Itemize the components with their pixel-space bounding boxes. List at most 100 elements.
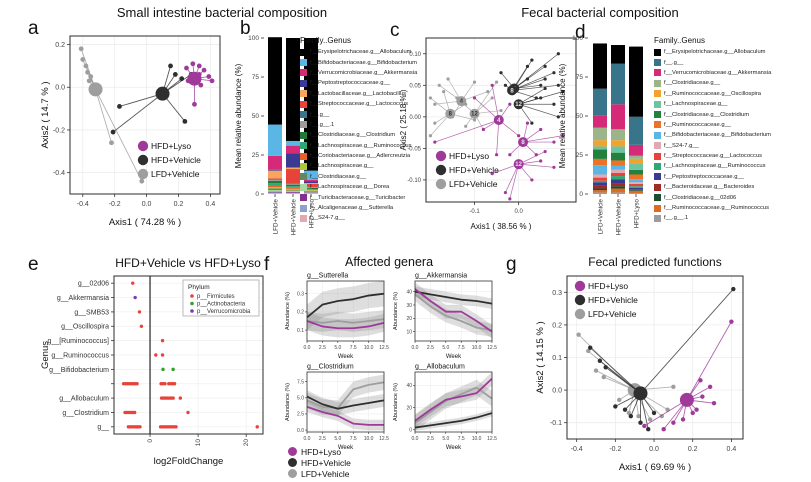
svg-text:5.0: 5.0 — [442, 345, 449, 351]
svg-text:-0.1: -0.1 — [469, 209, 480, 215]
svg-text:12.5: 12.5 — [487, 436, 497, 442]
svg-text:log2FoldChange: log2FoldChange — [154, 456, 224, 467]
svg-text:HFD+Lyso: HFD+Lyso — [449, 151, 489, 161]
svg-text:-0.05: -0.05 — [407, 146, 421, 152]
svg-text:LFD+Vehicle: LFD+Vehicle — [598, 198, 605, 234]
svg-text:Week: Week — [338, 445, 354, 451]
subplot-g__Allobaculum: g__Allobaculum 0.0 2.5 5.0 7.5 10.0 12.5 0 20 40 W… — [393, 364, 497, 452]
panel-e-title: HFD+Vehicle vs HFD+Lyso — [115, 256, 261, 270]
svg-text:10.0: 10.0 — [364, 345, 374, 351]
svg-text:HFD+Vehicle: HFD+Vehicle — [291, 198, 298, 235]
panel-letter-a: a — [28, 18, 39, 39]
panel-letter-b: b — [240, 18, 251, 39]
legend-item: f__Lachnospiraceae.g__Dorea — [300, 182, 406, 192]
svg-text:0: 0 — [409, 428, 412, 434]
panel-d-legend-title: Family..Genus — [654, 36, 705, 45]
panel-e-dotplot: 0 10 20 g__02d06 g__Akkermansia g__SMB53 g__Os… — [40, 275, 264, 467]
svg-text:0.0: 0.0 — [304, 345, 311, 351]
svg-text:75: 75 — [576, 74, 584, 81]
svg-text:LFD+Vehicle: LFD+Vehicle — [151, 169, 200, 179]
svg-text:0.3: 0.3 — [552, 290, 562, 297]
section-title-small-intestine: Small intestine bacterial composition — [116, 5, 328, 20]
subplot-g__Akkermansia: g__Akkermansia 0.0 2.5 5.0 7.5 10.0 12.5 10 20 30… — [393, 273, 497, 361]
svg-text:75: 75 — [252, 74, 260, 81]
svg-text:10.0: 10.0 — [472, 345, 482, 351]
svg-text:HFD+Vehicle: HFD+Vehicle — [616, 198, 623, 235]
svg-text:0.2: 0.2 — [297, 310, 304, 316]
svg-text:0.2: 0.2 — [174, 201, 184, 208]
svg-text:0: 0 — [579, 191, 583, 198]
svg-text:20: 20 — [243, 439, 250, 447]
legend-item: f__S24-7.g__ — [300, 213, 406, 223]
svg-text:0.0: 0.0 — [514, 209, 523, 215]
svg-text:0: 0 — [147, 439, 154, 443]
svg-text:p__Firmicutes: p__Firmicutes — [197, 294, 235, 300]
svg-text:100: 100 — [572, 35, 583, 42]
legend-item: f__Bifidobacteriaceae.g__Bifidobacterium — [654, 130, 810, 140]
svg-text:12: 12 — [471, 112, 478, 118]
panel-g-pcoa-plot: -0.4 -0.2 0.0 0.2 0.4 -0.1 0.0 0.1 0.2 0.3 Axis1 (… — [535, 275, 744, 473]
svg-text:5.0: 5.0 — [442, 436, 449, 442]
svg-text:50: 50 — [576, 113, 584, 120]
svg-text:7.5: 7.5 — [297, 379, 304, 385]
svg-text:2.5: 2.5 — [427, 436, 434, 442]
svg-text:-0.4: -0.4 — [53, 170, 65, 177]
svg-text:5.0: 5.0 — [334, 436, 341, 442]
svg-text:0.2: 0.2 — [688, 446, 698, 453]
svg-text:40: 40 — [406, 289, 412, 295]
panel-a-pcoa-plot: -0.4 -0.2 0.0 0.2 0.4 -0.4 -0.2 0.0 0.2 Axis1 ( 7… — [40, 35, 221, 228]
svg-text:LFD+Vehicle: LFD+Vehicle — [273, 198, 280, 234]
subplot-g__Sutterella: g__Sutterella 0.0 2.5 5.0 7.5 10.0 12.5 0.1 0.2 0… — [285, 273, 389, 361]
legend-item: f__Clostridiaceae.g__Clostridium — [654, 109, 810, 119]
legend-item: f__Ruminococcaceae.g__Oscillospira — [654, 89, 810, 99]
legend-item: f__Ruminococcaceae.g__Ruminococcus — [654, 203, 810, 213]
svg-text:7.5: 7.5 — [350, 345, 357, 351]
svg-text:10: 10 — [406, 329, 412, 335]
svg-text:7.5: 7.5 — [458, 436, 465, 442]
svg-text:0.1: 0.1 — [297, 328, 304, 334]
svg-text:0.0: 0.0 — [412, 345, 419, 351]
svg-text:2.5: 2.5 — [319, 436, 326, 442]
svg-text:0.0: 0.0 — [55, 85, 65, 92]
svg-text:2.5: 2.5 — [427, 345, 434, 351]
svg-text:7.5: 7.5 — [350, 436, 357, 442]
panel-f-group-legend: HFD+Lyso HFD+Vehicle LFD+Vehicle — [288, 446, 351, 479]
legend-item: f__Clostridiaceae.g__Clostridium — [300, 130, 406, 140]
legend-item: f__Lactobacillaceae.g__Lactobacillus — [300, 89, 406, 99]
legend-item: f__Verrucomicrobiaceae.g__Akkermansia — [654, 68, 810, 78]
svg-text:0: 0 — [255, 191, 259, 198]
svg-text:HFD+Lyso: HFD+Lyso — [588, 281, 628, 291]
svg-text:g__Allobaculum: g__Allobaculum — [415, 364, 465, 371]
legend-item: f__Lachnospiraceae.g__Ruminococcus — [300, 141, 412, 151]
svg-text:g__Clostridium: g__Clostridium — [307, 364, 354, 371]
legend-item: f__Bifidobacteriaceae.g__Bifidobacterium — [300, 57, 417, 67]
svg-text:8: 8 — [521, 140, 525, 146]
svg-text:Mean relative abundance (%): Mean relative abundance (%) — [558, 63, 567, 168]
svg-text:-0.10: -0.10 — [407, 178, 421, 184]
svg-text:8: 8 — [449, 112, 453, 118]
svg-text:g__Akkermansia: g__Akkermansia — [415, 273, 467, 280]
svg-text:5.0: 5.0 — [334, 345, 341, 351]
legend-item: f__Erysipelotrichaceae.g__Allobaculum — [300, 47, 412, 57]
svg-text:Axis1 ( 38.56 % ): Axis1 ( 38.56 % ) — [471, 222, 532, 231]
svg-text:12.5: 12.5 — [487, 345, 497, 351]
svg-text:p__Actinobacteria: p__Actinobacteria — [197, 302, 246, 308]
svg-text:0.0: 0.0 — [297, 428, 304, 434]
svg-text:2.5: 2.5 — [297, 412, 304, 418]
svg-text:-0.4: -0.4 — [571, 446, 583, 453]
panel-letter-g: g — [506, 254, 517, 275]
legend-item: f__Streptococcaceae.g__Lactococcus — [654, 151, 810, 161]
svg-text:10.0: 10.0 — [364, 436, 374, 442]
legend-item: f__Lachnospiraceae.g__ — [300, 161, 406, 171]
svg-text:g__Oscillospira: g__Oscillospira — [61, 324, 109, 331]
legend-item: f__Ruminococcaceae.g__ — [654, 120, 810, 130]
svg-text:HFD+Lyso: HFD+Lyso — [151, 141, 191, 151]
svg-text:2.5: 2.5 — [319, 345, 326, 351]
legend-item: f__Erysipelotrichaceae.g__Allobaculum — [654, 47, 810, 57]
panel-letter-c: c — [390, 20, 400, 41]
svg-text:g__[Ruminococcus]: g__[Ruminococcus] — [48, 338, 110, 345]
svg-text:12.5: 12.5 — [379, 345, 389, 351]
svg-text:LFD+Vehicle: LFD+Vehicle — [588, 309, 637, 319]
svg-text:Axis1 ( 74.28 % ): Axis1 ( 74.28 % ) — [109, 217, 181, 228]
